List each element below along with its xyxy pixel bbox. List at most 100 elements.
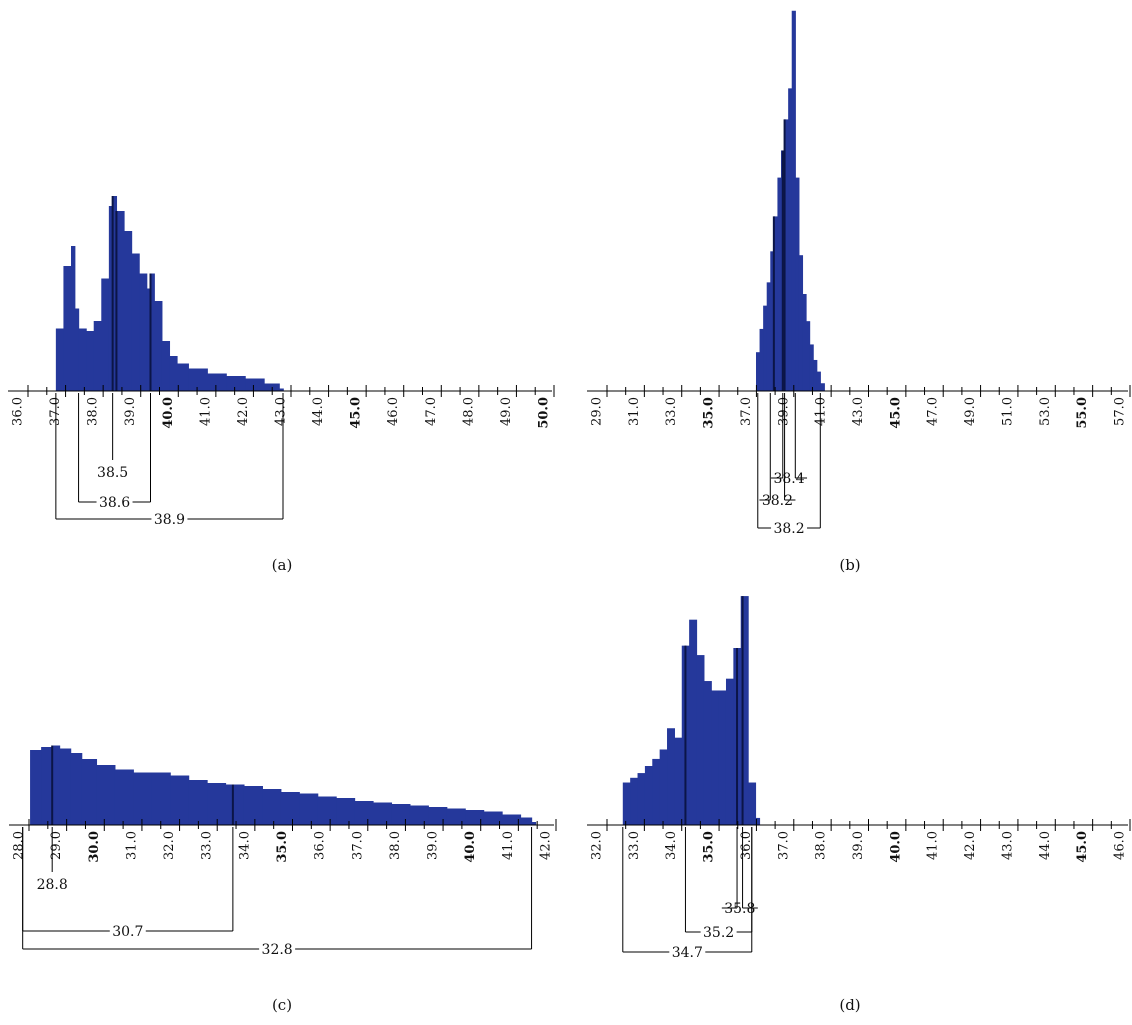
panel-c-bar [133, 772, 153, 825]
panel-c-tick-label: 34.0 [237, 831, 252, 860]
panel-d-annotation-label: 35.8 [724, 901, 755, 917]
panel-d-bar [644, 766, 653, 825]
panel-d-tick-label: 38.0 [814, 831, 829, 860]
panel-c-tick-label: 35.0 [275, 831, 290, 863]
panel-a-bar [78, 328, 87, 391]
panel-d-tick-label: 40.0 [888, 831, 903, 863]
panel-c-tick-label: 42.0 [539, 831, 554, 860]
panel-c-bar [243, 786, 263, 825]
panel-b-tick-label: 33.0 [664, 397, 679, 426]
panel-c-bar [262, 789, 282, 825]
panel-b-tick-label: 43.0 [851, 397, 866, 426]
panel-b-bar [788, 88, 793, 392]
panel-b-tick-label: 47.0 [926, 397, 941, 426]
panel-d-tick-label: 32.0 [590, 831, 605, 860]
panel-a-bar [245, 378, 265, 391]
panel-a-bar [108, 206, 114, 391]
panel-c-bar [446, 808, 466, 825]
panel-c-bar [280, 792, 300, 825]
panel-b-tick-label: 55.0 [1075, 397, 1090, 429]
panel-d-tick-label: 41.0 [926, 831, 941, 860]
panel-c-bar [428, 807, 448, 825]
panel-b-tick-label: 35.0 [702, 397, 717, 429]
panel-c-bar [151, 772, 171, 825]
panel-a-bar [124, 231, 133, 391]
panel-b-bar [791, 10, 796, 391]
panel-c-bar [483, 811, 503, 825]
panel-b-tick-label: 37.0 [739, 397, 754, 426]
panel-a-tick-label: 44.0 [311, 397, 326, 426]
panel-c-tick-label: 41.0 [501, 831, 516, 860]
panel-d-tick-label: 42.0 [963, 831, 978, 860]
panel-c-tick-label: 36.0 [313, 831, 328, 860]
panel-c-bar [354, 801, 374, 825]
panel-a-tick-label: 42.0 [236, 397, 251, 426]
panel-c-bar [96, 765, 116, 825]
panel-c-tick-label: 30.0 [87, 831, 102, 863]
panel-d-bar [622, 782, 631, 825]
panel-d-bar [718, 690, 727, 825]
panel-d-tick-label: 35.0 [702, 831, 717, 863]
panel-b-tick-label: 31.0 [627, 397, 642, 426]
panel-c-bar [70, 753, 83, 825]
panel-d-bar [711, 690, 720, 825]
panel-d-bar [748, 782, 757, 825]
panel-d-tick-label: 37.0 [776, 831, 791, 860]
panel-c-annotation-label: 32.8 [262, 942, 293, 958]
panel-c-bar [409, 805, 429, 825]
panel-d-tick-label: 45.0 [1075, 831, 1090, 863]
panel-c-bar [531, 822, 537, 825]
panel-d-bar [674, 737, 683, 825]
panel-b-bar [798, 255, 804, 391]
panel-c-label: (c) [272, 996, 292, 1014]
panel-a-bar [177, 363, 189, 391]
panel-b-label: (b) [839, 556, 860, 574]
panel-a-bar [161, 341, 171, 391]
panel-a-bar [63, 266, 72, 391]
panel-d-bar [667, 728, 675, 825]
panel-d-bar [652, 758, 661, 825]
panel-a-tick-label: 38.0 [86, 397, 101, 426]
panel-a-tick-label: 50.0 [537, 397, 552, 429]
panel-d-bar [725, 678, 734, 825]
panel-a-bar [86, 331, 95, 391]
panel-c-bar [502, 814, 522, 825]
panel-b-tick-label: 49.0 [963, 397, 978, 426]
panel-c-tick-label: 28.0 [12, 831, 27, 860]
panel-a-annotation-label: 38.9 [154, 512, 185, 528]
panel-b-bar [806, 321, 811, 391]
panel-b-bar [759, 328, 764, 391]
panel-c-bar [299, 793, 319, 825]
panel-b-bar [784, 119, 789, 392]
panel-a-bar [146, 288, 152, 391]
panel-b-tick-label: 39.0 [776, 397, 791, 426]
panel-b-bar [809, 344, 814, 391]
panel-b-bar [813, 359, 818, 391]
panel-d-tick-label: 39.0 [851, 831, 866, 860]
panel-d-bar [630, 777, 639, 825]
panel-b-tick-label: 29.0 [590, 397, 605, 426]
panel-a-bar [207, 373, 227, 391]
panel-d-tick-label: 43.0 [1000, 831, 1015, 860]
panel-b-tick-label: 57.0 [1113, 397, 1128, 426]
panel-c-bar [52, 745, 61, 825]
panel-c-tick-label: 33.0 [200, 831, 215, 860]
panel-a-tick-label: 45.0 [349, 397, 364, 429]
panel-a-tick-label: 49.0 [499, 397, 514, 426]
panel-b-bar [795, 177, 800, 391]
panel-b-bar [802, 294, 807, 391]
panel-a-bar [279, 388, 284, 391]
panel-b-bar [763, 305, 768, 391]
panel-a-bar [131, 253, 140, 391]
panel-c-tick-label: 29.0 [49, 831, 64, 860]
panel-a-bar [112, 196, 118, 391]
panel-b-bar [766, 282, 771, 391]
panel-c-bar [41, 747, 53, 825]
panel-a-label: (a) [272, 556, 293, 574]
panel-d-bar [703, 681, 712, 825]
panel-a-bar [150, 273, 155, 391]
panel-a-tick-label: 41.0 [198, 397, 213, 426]
panel-a-tick-label: 43.0 [274, 397, 289, 426]
panel-c-tick-label: 40.0 [463, 831, 478, 863]
